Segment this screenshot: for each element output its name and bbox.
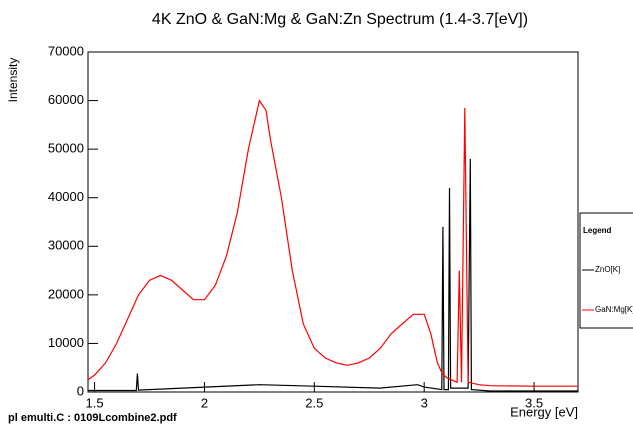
x-tick-label: 2 xyxy=(201,395,208,410)
footer: pl emulti.C : 0109Lcombine2.pdf xyxy=(8,412,177,424)
legend-label: ZnO[K] xyxy=(595,265,620,274)
chart-title: 4K ZnO & GaN:Mg & GaN:Zn Spectrum (1.4-3… xyxy=(152,11,528,28)
y-tick-label: 0 xyxy=(77,383,84,398)
x-tick-label: 1.5 xyxy=(86,395,104,410)
legend-title: Legend xyxy=(583,226,612,235)
plot-frame xyxy=(87,51,579,393)
x-tick-label: 3 xyxy=(421,395,428,410)
y-tick-label: 40000 xyxy=(48,189,84,204)
y-axis-label: Intensity xyxy=(6,58,20,103)
y-tick-label: 30000 xyxy=(48,238,84,253)
series-line xyxy=(87,99,578,387)
x-tick-label: 2.5 xyxy=(305,395,323,410)
x-tick-label: 3.5 xyxy=(525,395,543,410)
y-tick-label: 10000 xyxy=(48,335,84,350)
y-tick-label: 70000 xyxy=(48,43,84,58)
series-line xyxy=(88,158,578,392)
y-tick-label: 60000 xyxy=(48,92,84,107)
x-axis-label: Energy [eV] xyxy=(510,404,578,419)
y-tick-label: 50000 xyxy=(48,141,84,156)
legend-label: GaN:Mg[K] xyxy=(595,305,633,314)
y-tick-label: 20000 xyxy=(48,286,84,301)
